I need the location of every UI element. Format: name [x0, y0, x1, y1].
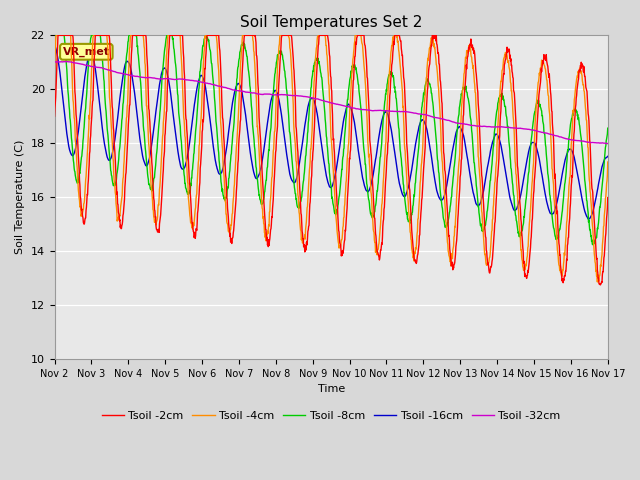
Line: Tsoil -16cm: Tsoil -16cm	[54, 46, 608, 219]
Tsoil -32cm	[161, 76, 168, 82]
Text: VR_met: VR_met	[63, 47, 110, 57]
Tsoil -4cm	[236, 74, 244, 80]
Tsoil -2cm	[174, 33, 182, 38]
Line: Tsoil -4cm: Tsoil -4cm	[54, 36, 608, 282]
Tsoil -16cm	[604, 154, 612, 159]
Tsoil -16cm	[490, 137, 497, 143]
Tsoil -4cm	[490, 202, 497, 208]
X-axis label: Time: Time	[317, 384, 345, 394]
Tsoil -32cm	[538, 130, 546, 135]
Tsoil -32cm	[417, 111, 425, 117]
Tsoil -8cm	[51, 33, 58, 38]
Tsoil -8cm	[490, 144, 497, 150]
Tsoil -2cm	[54, 33, 62, 38]
Tsoil -8cm	[538, 113, 546, 119]
Tsoil -8cm	[173, 91, 181, 97]
Tsoil -16cm	[585, 216, 593, 222]
Legend: Tsoil -2cm, Tsoil -4cm, Tsoil -8cm, Tsoil -16cm, Tsoil -32cm: Tsoil -2cm, Tsoil -4cm, Tsoil -8cm, Tsoi…	[97, 407, 565, 425]
Line: Tsoil -2cm: Tsoil -2cm	[54, 36, 608, 285]
Tsoil -4cm	[593, 279, 601, 285]
Tsoil -32cm	[603, 141, 611, 146]
Tsoil -16cm	[51, 43, 58, 49]
Tsoil -32cm	[604, 141, 612, 146]
Tsoil -2cm	[604, 195, 612, 201]
Tsoil -16cm	[538, 172, 546, 178]
Tsoil -2cm	[596, 282, 604, 288]
Tsoil -4cm	[174, 33, 182, 38]
Tsoil -4cm	[538, 59, 546, 64]
Tsoil -2cm	[538, 61, 546, 67]
Tsoil -2cm	[490, 239, 497, 244]
Tsoil -4cm	[161, 105, 168, 110]
Tsoil -8cm	[417, 113, 425, 119]
Line: Tsoil -32cm: Tsoil -32cm	[54, 61, 608, 144]
Tsoil -4cm	[604, 159, 612, 165]
Line: Tsoil -8cm: Tsoil -8cm	[54, 36, 608, 245]
Tsoil -2cm	[417, 205, 425, 211]
Tsoil -32cm	[51, 59, 58, 65]
Tsoil -4cm	[51, 66, 58, 72]
Tsoil -16cm	[173, 146, 181, 152]
Tsoil -32cm	[490, 124, 497, 130]
Tsoil -16cm	[417, 119, 425, 124]
Tsoil -16cm	[236, 82, 243, 87]
Tsoil -32cm	[63, 59, 70, 64]
Tsoil -32cm	[236, 88, 244, 94]
Title: Soil Temperatures Set 2: Soil Temperatures Set 2	[240, 15, 422, 30]
Tsoil -2cm	[161, 148, 168, 154]
Tsoil -4cm	[52, 33, 60, 38]
Tsoil -32cm	[174, 76, 182, 82]
Tsoil -16cm	[160, 65, 168, 71]
Tsoil -8cm	[604, 125, 612, 131]
Tsoil -4cm	[417, 162, 425, 168]
Tsoil -8cm	[589, 242, 597, 248]
Tsoil -8cm	[160, 53, 168, 59]
Tsoil -2cm	[236, 127, 244, 132]
Y-axis label: Soil Temperature (C): Soil Temperature (C)	[15, 140, 25, 254]
Tsoil -8cm	[236, 56, 243, 61]
Tsoil -2cm	[51, 113, 58, 119]
